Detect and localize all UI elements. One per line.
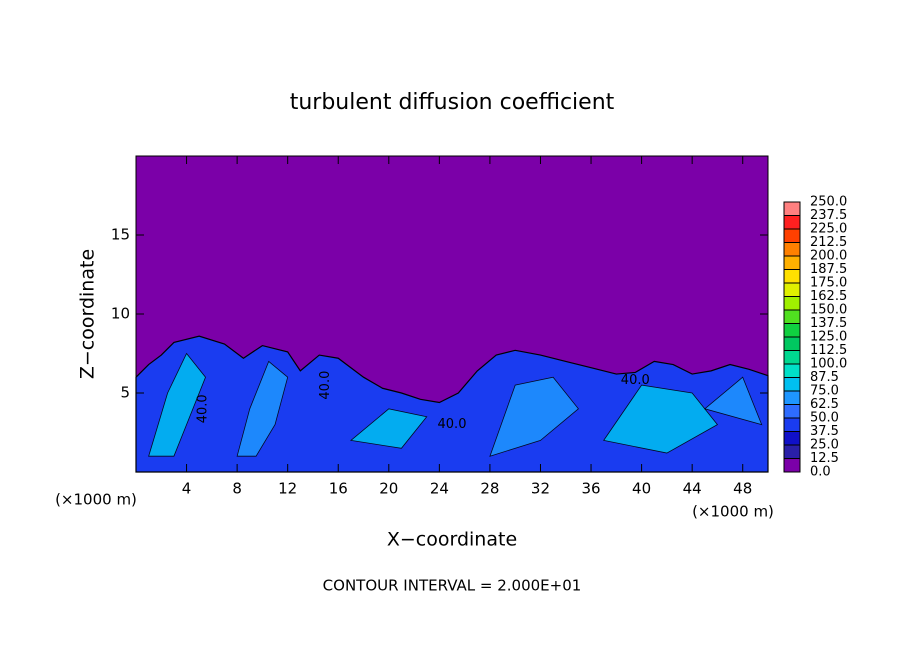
colorbar-label: 50.0 (810, 411, 839, 426)
x-tick-label: 8 (232, 480, 242, 498)
colorbar-label: 225.0 (810, 222, 847, 237)
x-tick-label: 28 (480, 480, 499, 498)
turbulent-streak (148, 352, 206, 457)
x-tick-label: 44 (683, 480, 702, 498)
colorbar-band (784, 445, 800, 459)
turbulent-streak (236, 360, 289, 457)
colorbar-label: 250.0 (810, 195, 847, 210)
colorbar-band (784, 229, 800, 243)
colorbar-band (784, 283, 800, 297)
footnote: CONTOUR INTERVAL = 2.000E+01 (323, 577, 582, 595)
colorbar-label: 150.0 (810, 303, 847, 318)
colorbar-label: 62.5 (810, 397, 839, 412)
colorbar-band (784, 323, 800, 337)
colorbar-label: 137.5 (810, 316, 847, 331)
colorbar-band (784, 391, 800, 405)
turbulent-streak (489, 376, 579, 457)
contour-label: 40.0 (621, 373, 650, 388)
colorbar-band (784, 202, 800, 216)
x-tick-label: 32 (531, 480, 550, 498)
x-tick-label: 48 (733, 480, 752, 498)
colorbar-label: 237.5 (810, 208, 847, 223)
colorbar-band (784, 337, 800, 351)
colorbar-label: 75.0 (810, 384, 839, 399)
chart-title: turbulent diffusion coefficient (290, 90, 615, 115)
x-tick-label: 40 (632, 480, 651, 498)
contour-label: 40.0 (318, 371, 333, 400)
colorbar-band (784, 215, 800, 229)
colorbar-label: 162.5 (810, 289, 847, 304)
x-tick-label: 12 (278, 480, 297, 498)
contour-label: 40.0 (195, 394, 210, 423)
contour-label: 40.0 (438, 417, 467, 432)
y-axis-label: Z−coordinate (77, 249, 99, 379)
colorbar-label: 100.0 (810, 357, 847, 372)
y-tick-label: 10 (111, 305, 130, 323)
colorbar-band (784, 431, 800, 445)
colorbar-band (784, 418, 800, 432)
colorbar-band (784, 458, 800, 472)
y-tick-label: 5 (120, 384, 130, 402)
colorbar-label: 200.0 (810, 249, 847, 264)
x-unit: (×1000 m) (692, 503, 774, 521)
x-axis-label: X−coordinate (387, 529, 517, 551)
colorbar-band (784, 269, 800, 283)
x-unit: (×1000 m) (55, 491, 137, 509)
x-tick-label: 4 (182, 480, 192, 498)
turbulent-streak (349, 408, 428, 449)
colorbar-label: 112.5 (810, 343, 847, 358)
colorbar-label: 12.5 (810, 451, 839, 466)
x-tick-label: 16 (329, 480, 348, 498)
y-tick-label: 15 (111, 226, 130, 244)
colorbar-label: 0.0 (810, 465, 831, 480)
colorbar-label: 125.0 (810, 330, 847, 345)
colorbar-label: 187.5 (810, 262, 847, 277)
colorbar-band (784, 310, 800, 324)
colorbar-label: 37.5 (810, 424, 839, 439)
colorbar-label: 87.5 (810, 370, 839, 385)
colorbar-label: 175.0 (810, 276, 847, 291)
colorbar-band (784, 296, 800, 310)
colorbar-band (784, 404, 800, 418)
colorbar-label: 25.0 (810, 438, 839, 453)
colorbar-label: 212.5 (810, 235, 847, 250)
turbulent-streak (703, 376, 763, 426)
colorbar-band (784, 242, 800, 256)
colorbar-band (784, 364, 800, 378)
colorbar-band (784, 350, 800, 364)
colorbar-band (784, 256, 800, 270)
x-tick-label: 20 (379, 480, 398, 498)
colorbar-band (784, 377, 800, 391)
x-tick-label: 24 (430, 480, 449, 498)
x-tick-label: 36 (581, 480, 600, 498)
contour-field: 40.0 40.0 40.0 40.0 (135, 156, 769, 473)
